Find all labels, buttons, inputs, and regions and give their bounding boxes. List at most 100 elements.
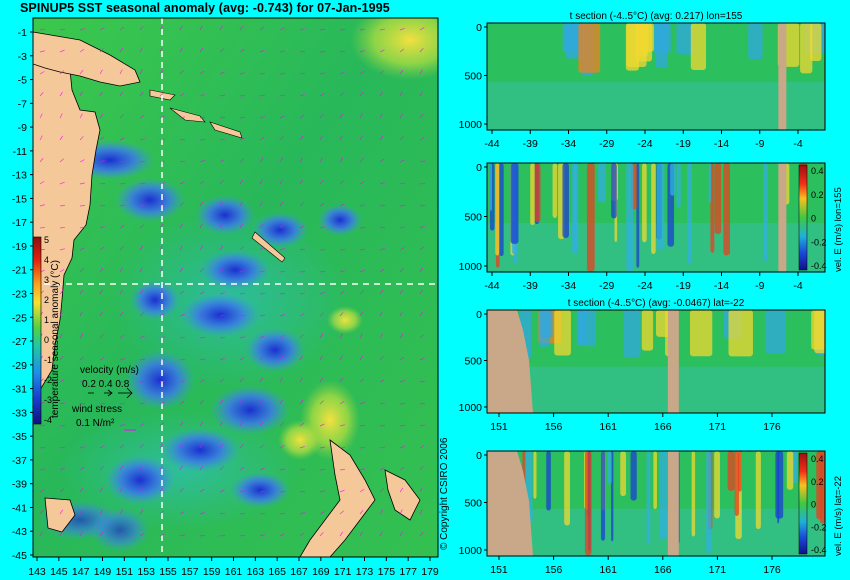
velocity-colorbar-tick: -0.4	[811, 545, 827, 555]
wind-vector	[119, 381, 126, 383]
wind-vector	[239, 223, 243, 229]
wind-vector	[179, 267, 184, 273]
wind-vector	[99, 334, 104, 339]
wind-vector	[379, 268, 385, 273]
wind-vector	[339, 510, 345, 515]
section-panel-1: t section (-4..5°C) (avg: 0.217) lon=155…	[459, 11, 826, 150]
section-y-tick-label: 0	[476, 162, 482, 174]
wind-vector	[119, 204, 125, 207]
wind-vector	[399, 247, 405, 251]
wind-vector	[319, 511, 325, 515]
wind-vector	[319, 270, 325, 273]
map-y-tick-label: -39	[12, 479, 27, 491]
land-tasmania	[44, 497, 76, 533]
wind-vector	[179, 245, 183, 251]
wind-vector	[59, 28, 65, 31]
wind-vector	[359, 204, 365, 207]
wind-vector	[399, 48, 405, 53]
wind-vector	[219, 378, 225, 383]
map-y-tick-label: -9	[18, 122, 27, 134]
wind-vector	[239, 72, 245, 75]
wind-vector	[199, 94, 205, 97]
wind-vector	[179, 465, 183, 471]
wind-vector	[39, 447, 46, 449]
wind-vector	[299, 248, 305, 251]
wind-vector	[379, 227, 386, 229]
wind-vector	[79, 28, 85, 31]
wind-vector	[139, 381, 146, 383]
wind-vector	[39, 180, 45, 185]
section-anomaly-streak	[499, 163, 504, 257]
wind-vector	[279, 445, 285, 449]
wind-vector	[259, 444, 265, 449]
wind-vector	[99, 357, 105, 361]
section-anomaly-streak	[489, 163, 493, 211]
wind-vector	[159, 422, 164, 427]
map-y-tick-label: -17	[12, 217, 27, 229]
wind-vector	[79, 509, 83, 515]
map-y-tick-label: -25	[12, 312, 27, 324]
wind-vector	[259, 26, 265, 31]
wind-vector	[419, 91, 423, 97]
section-y-tick-label: 500	[464, 212, 482, 224]
wind-vector	[119, 509, 123, 515]
wind-vector	[239, 421, 243, 427]
colorbar-tick-label: -4	[44, 415, 52, 425]
land-new-guinea	[33, 31, 141, 87]
section-anomaly-streak	[748, 23, 763, 60]
wind-vector	[399, 356, 405, 361]
wind-vector	[339, 71, 345, 75]
section-x-tick-label: -34	[561, 138, 576, 150]
wind-vector	[259, 421, 264, 427]
section-frame	[486, 22, 826, 131]
cold-eddy	[180, 293, 260, 337]
wind-vector	[319, 333, 324, 339]
wind-vector	[319, 532, 324, 537]
wind-vector	[319, 157, 323, 163]
wind-vector	[299, 355, 303, 361]
wind-vector	[259, 335, 265, 339]
wind-vector	[119, 26, 125, 31]
wind-vector	[159, 92, 165, 97]
wind-vector	[139, 245, 144, 251]
section-anomaly-streak	[641, 310, 654, 351]
wind-vector	[239, 201, 243, 207]
section-x-tick-label: 151	[490, 564, 508, 576]
velocity-colorbar-tick: -0.4	[811, 261, 827, 271]
wind-vector	[159, 533, 165, 537]
wind-vector	[359, 50, 365, 53]
wind-vector	[59, 446, 65, 449]
wind-vector	[199, 443, 203, 449]
wind-vector	[319, 135, 323, 141]
wind-vector	[79, 182, 85, 185]
wind-vector	[419, 487, 423, 493]
wind-vector	[79, 425, 86, 427]
wind-vector	[39, 531, 43, 537]
section-anomaly-streak	[578, 310, 587, 344]
wind-vector	[119, 423, 125, 427]
wind-vector	[279, 355, 284, 361]
wind-vector	[299, 72, 306, 75]
wind-vector	[319, 226, 325, 229]
cold-eddy	[230, 472, 290, 508]
wind-vector	[119, 91, 123, 97]
wind-vector	[119, 246, 124, 251]
section-x-tick-label: 171	[709, 564, 727, 576]
wind-vector	[219, 245, 224, 251]
wind-vector	[39, 468, 45, 471]
section-x-tick-label: -19	[676, 138, 691, 150]
wind-vector	[399, 27, 405, 31]
wind-vector	[279, 201, 284, 207]
wind-vector	[79, 531, 83, 537]
wind-vector	[159, 289, 164, 295]
wind-vector	[79, 402, 85, 405]
wind-vector	[319, 400, 324, 405]
section-x-tick-label: 166	[654, 564, 672, 576]
section-anomaly-streak	[656, 163, 665, 250]
wind-vector	[279, 224, 285, 229]
wind-vector	[239, 158, 245, 163]
wind-vector	[159, 313, 165, 317]
wind-vector	[259, 72, 265, 75]
wind-vector	[119, 267, 123, 273]
wind-vector	[419, 113, 424, 119]
